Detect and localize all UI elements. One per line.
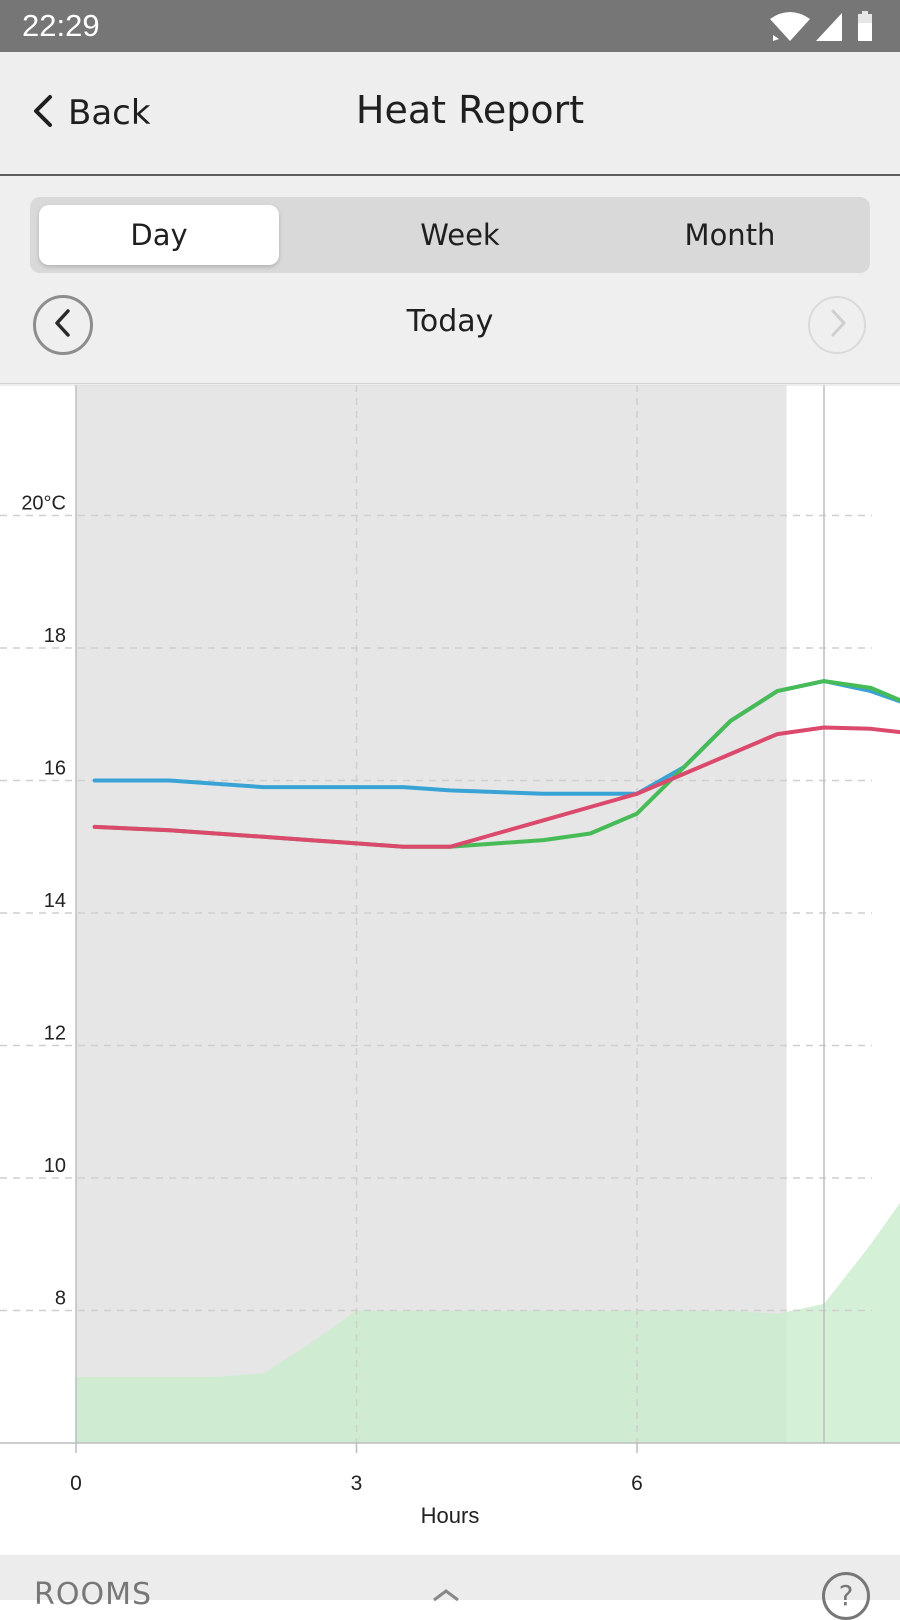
chevron-left-icon [51,308,75,342]
battery-icon [858,11,872,41]
target-temperature-area [76,1202,900,1443]
shaded-band [76,385,787,1443]
rooms-label: ROOMS [34,1577,152,1612]
tab-week[interactable]: Week [420,218,500,252]
period-tabs: Day Week Month [30,197,870,273]
tab-day[interactable]: Day [39,205,279,265]
back-label: Back [68,93,151,133]
chevron-left-icon [30,94,56,132]
next-period-button[interactable] [808,296,866,354]
status-time: 22:29 [22,8,100,43]
y-tick-label: 12 [44,1023,66,1045]
status-bar: 22:29 [0,0,900,52]
tab-month[interactable]: Month [684,218,776,252]
period-label: Today [406,304,494,339]
y-tick-label: 20°C [21,493,66,515]
period-controls: Day Week Month Today [0,176,900,384]
wifi-icon [770,12,810,41]
chevron-right-icon [825,308,849,342]
temperature-series-line [92,679,900,849]
y-tick-label: 18 [44,625,66,647]
help-button[interactable]: ? [822,1572,870,1620]
page-title: Heat Report [355,88,585,132]
x-tick-label: 6 [631,1472,643,1495]
header: Back Heat Report [0,52,900,176]
y-tick-label: 16 [44,758,66,780]
temperature-series-line [92,725,900,849]
x-tick-label: 0 [70,1472,82,1495]
chevron-up-icon[interactable] [428,1587,464,1606]
back-button[interactable]: Back [30,88,151,138]
x-axis-title: Hours [421,1503,480,1528]
previous-period-button[interactable] [33,295,93,355]
temperature-series-line [92,679,900,796]
y-tick-label: 10 [44,1155,66,1177]
y-tick-label: 14 [44,890,66,912]
signal-icon [816,13,842,41]
rooms-drawer[interactable]: ROOMS ? [0,1555,900,1620]
y-tick-label: 8 [55,1288,66,1310]
x-tick-label: 3 [351,1472,363,1495]
status-icons [770,11,882,45]
